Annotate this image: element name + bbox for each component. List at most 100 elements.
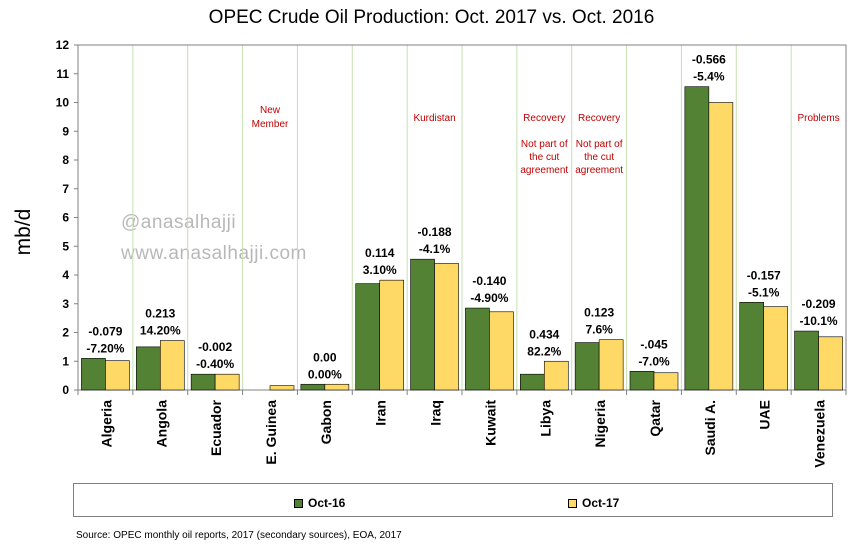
y-tick-label: 1	[62, 354, 69, 368]
change-label-abs: 0.213	[145, 307, 175, 321]
y-tick-label: 4	[62, 268, 69, 282]
bar-oct17-uae	[763, 306, 789, 391]
change-label-abs: -0.002	[198, 340, 232, 354]
bar-oct17-e-guinea	[269, 385, 295, 391]
change-label-abs: -0.209	[802, 297, 836, 311]
change-label-abs: 0.123	[584, 306, 614, 320]
legend-swatch-oct17	[568, 498, 577, 508]
annotation-text: Kurdistan	[413, 113, 455, 124]
bar-oct17-algeria	[105, 360, 130, 391]
y-tick-label: 10	[56, 96, 70, 110]
bar-oct16-nigeria	[574, 342, 600, 391]
legend-label-oct17: Oct-17	[582, 496, 620, 510]
bar-oct16-uae	[739, 302, 765, 391]
change-label-abs: 0.114	[365, 246, 395, 260]
annotation-text: the cut	[584, 152, 614, 163]
change-label-pct: -4.90%	[470, 291, 508, 305]
x-category-label: Algeria	[98, 400, 114, 448]
source-note: Source: OPEC monthly oil reports, 2017 (…	[76, 530, 402, 541]
y-tick-label: 3	[62, 297, 69, 311]
y-tick-label: 8	[62, 153, 69, 167]
x-category-label: Qatar	[647, 399, 663, 436]
annotation-text: New	[260, 105, 281, 116]
annotation-text: Member	[252, 119, 289, 130]
annotation-text: agreement	[575, 165, 623, 176]
x-category-label: E. Guinea	[263, 400, 279, 465]
x-category-label: Kuwait	[482, 400, 498, 446]
annotation-text: Recovery	[578, 113, 620, 124]
y-axis-label: mb/d	[12, 209, 35, 256]
y-tick-label: 5	[62, 239, 69, 253]
change-label-pct: -5.4%	[693, 70, 725, 84]
bar-oct16-algeria	[81, 358, 106, 391]
bar-oct17-iraq	[434, 263, 459, 391]
legend-item-oct17: Oct-17	[568, 496, 619, 510]
change-label-abs: -0.079	[88, 324, 122, 338]
bar-oct16-libya	[519, 373, 545, 391]
x-category-label: Angola	[153, 400, 169, 448]
change-label-pct: 0.00%	[308, 367, 342, 381]
y-tick-label: 0	[62, 383, 69, 397]
bar-oct17-saudi-a-	[708, 102, 734, 391]
annotation-text: the cut	[529, 152, 559, 163]
legend-swatch-oct16	[294, 498, 303, 508]
x-category-label: Venezuela	[812, 400, 828, 468]
bar-oct17-gabon	[324, 383, 350, 391]
x-category-label: Gabon	[318, 400, 334, 444]
change-label-pct: -7.20%	[86, 341, 124, 355]
x-category-label: Saudi A.	[702, 400, 718, 456]
legend-label-oct16: Oct-16	[308, 496, 346, 510]
bar-oct16-iran	[355, 283, 381, 391]
chart-title: OPEC Crude Oil Production: Oct. 2017 vs.…	[208, 7, 655, 28]
bar-oct16-saudi-a-	[684, 86, 710, 391]
bar-oct17-nigeria	[598, 339, 624, 391]
bar-oct17-angola	[159, 340, 185, 391]
change-label-abs: -0.188	[418, 225, 452, 239]
change-label-abs: -0.566	[692, 53, 726, 67]
watermark-url: www.anasalhajji.com	[121, 243, 307, 264]
annotation-text: Recovery	[523, 113, 565, 124]
annotation-text: agreement	[520, 165, 568, 176]
y-tick-label: 6	[62, 211, 69, 225]
change-label-pct: -7.0%	[638, 354, 670, 368]
change-label-pct: -10.1%	[800, 314, 838, 328]
x-category-label: Libya	[537, 400, 553, 437]
watermark-handle: @anasalhajji	[121, 212, 237, 233]
bar-oct17-libya	[543, 360, 569, 391]
change-label-pct: 7.6%	[585, 323, 613, 337]
bar-oct16-venezuela	[794, 330, 819, 391]
x-category-label: Iran	[373, 400, 389, 426]
bar-oct17-ecuador	[214, 373, 240, 391]
x-category-label: Ecuador	[208, 399, 224, 456]
bar-oct16-qatar	[629, 371, 655, 391]
y-tick-label: 7	[62, 182, 69, 196]
legend: Oct-16 Oct-17	[73, 483, 833, 517]
bar-oct16-ecuador	[190, 373, 216, 391]
y-tick-label: 2	[62, 326, 69, 340]
change-label-pct: -4.1%	[419, 242, 451, 256]
change-label-pct: 14.20%	[140, 324, 181, 338]
bar-oct17-venezuela	[818, 336, 843, 391]
change-label-abs: 0.00	[313, 350, 337, 364]
annotation-text: Problems	[797, 113, 839, 124]
bar-oct16-kuwait	[465, 307, 490, 391]
bar-oct17-kuwait	[489, 311, 514, 391]
x-category-label: UAE	[757, 400, 773, 430]
change-label-abs: 0.434	[529, 327, 559, 341]
bar-oct17-iran	[379, 279, 405, 391]
annotation-text: Not part of	[576, 139, 623, 150]
y-tick-label: 11	[56, 67, 69, 81]
change-label-abs: -0.140	[472, 274, 506, 288]
change-label-abs: -.045	[640, 337, 668, 351]
bar-oct16-iraq	[410, 258, 435, 391]
bar-oct16-gabon	[300, 383, 326, 391]
y-tick-label: 9	[62, 124, 69, 138]
x-category-label: Nigeria	[592, 400, 608, 448]
change-label-pct: 82.2%	[527, 344, 561, 358]
change-label-pct: -0.40%	[196, 357, 234, 371]
x-category-label: Iraq	[428, 400, 444, 426]
legend-item-oct16: Oct-16	[294, 496, 345, 510]
annotation-text: Not part of	[521, 139, 568, 150]
y-tick-label: 12	[56, 38, 70, 52]
